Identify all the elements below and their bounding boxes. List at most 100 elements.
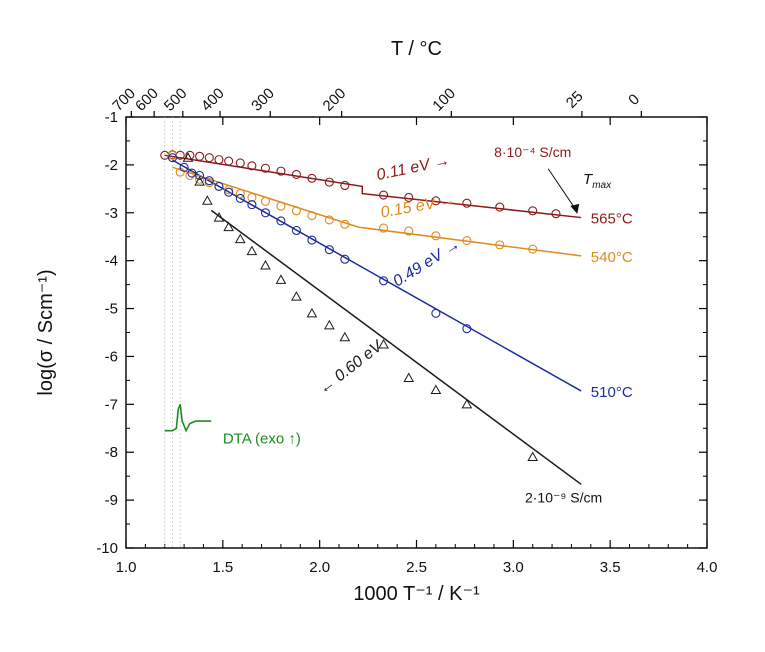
data-point — [431, 308, 441, 318]
data-point — [379, 223, 389, 233]
series-fit-line — [210, 209, 582, 485]
data-point — [195, 174, 205, 184]
data-point — [430, 384, 442, 394]
data-point — [324, 215, 334, 225]
data-point — [195, 151, 205, 161]
data-point — [247, 161, 257, 171]
data-point — [224, 187, 234, 197]
data-point — [247, 200, 257, 210]
data-point — [234, 233, 246, 244]
annot-arrow-line — [547, 168, 578, 213]
data-point — [276, 201, 286, 211]
data-point — [235, 158, 245, 168]
data-point — [551, 209, 561, 219]
data-point — [431, 231, 441, 241]
top-axis-title: T / °C — [391, 38, 442, 60]
x-axis-title: 1000 T⁻¹ / K⁻¹ — [353, 583, 480, 605]
top-tick-label: 200 — [320, 85, 350, 115]
tmax-sub: max — [592, 180, 612, 191]
data-point — [185, 150, 195, 160]
data-point — [324, 245, 334, 255]
data-point — [307, 235, 317, 245]
data-point — [195, 170, 205, 180]
data-point — [527, 451, 539, 462]
data-point — [194, 176, 205, 186]
data-point — [291, 206, 301, 216]
data-point — [462, 198, 472, 208]
y-tick-label: -1 — [105, 109, 118, 126]
tmax-label: Tmax — [583, 171, 612, 191]
annot-arrow-head — [570, 203, 580, 214]
data-point — [276, 216, 286, 226]
data-point — [276, 166, 286, 176]
data-point — [528, 244, 538, 254]
data-point — [213, 212, 225, 222]
data-point — [403, 372, 415, 382]
data-point — [260, 196, 270, 206]
data-point — [260, 163, 270, 173]
top-tick-label: 25 — [563, 88, 587, 112]
data-point — [324, 177, 334, 187]
y-tick-label: -6 — [105, 348, 118, 365]
top-tick-label: 0 — [625, 91, 643, 109]
data-point — [339, 331, 351, 342]
data-point — [204, 153, 214, 163]
y-tick-label: -3 — [105, 205, 118, 222]
x-tick-label: 3.5 — [600, 559, 621, 576]
data-point — [260, 208, 270, 218]
data-point — [260, 259, 271, 270]
data-point — [235, 193, 245, 203]
y-tick-label: -9 — [105, 492, 118, 509]
data-point — [340, 219, 350, 229]
top-tick-label: 400 — [198, 85, 228, 115]
data-point — [223, 221, 234, 232]
data-point — [247, 192, 257, 203]
data-point — [404, 192, 414, 203]
data-point — [167, 150, 178, 160]
annot-low-conductivity: 2·10⁻⁹ S/cm — [525, 490, 602, 506]
top-tick-label: 500 — [161, 85, 191, 115]
top-tick-label: 600 — [132, 85, 162, 115]
top-tick-label: 300 — [248, 85, 278, 115]
data-point — [495, 240, 505, 250]
data-point — [179, 162, 189, 172]
y-tick-label: -7 — [105, 396, 118, 413]
x-tick-label: 1.5 — [212, 559, 233, 576]
tmax-value: 540°C — [591, 249, 633, 266]
activation-energy-label: ← 0.60 eV — [316, 337, 387, 398]
data-point — [379, 276, 389, 286]
dta-trace — [164, 404, 212, 433]
data-point — [214, 181, 224, 191]
data-point — [340, 254, 350, 264]
top-tick-label: 100 — [429, 85, 459, 115]
y-tick-label: -8 — [105, 444, 118, 461]
data-point — [307, 211, 317, 221]
data-point — [462, 324, 472, 334]
tmax-value: 510°C — [591, 384, 633, 401]
activation-energy-label: 0.49 eV → — [390, 236, 463, 290]
annot-high-conductivity: 8·10⁻⁴ S/cm — [494, 144, 571, 160]
series-fit-line — [164, 154, 582, 219]
y-tick-label: -4 — [105, 253, 118, 270]
data-point — [462, 236, 472, 246]
data-point — [204, 176, 214, 186]
data-point — [306, 307, 318, 318]
y-axis-title: log(σ / Scm⁻¹) — [35, 269, 57, 395]
x-tick-label: 1.0 — [116, 559, 137, 576]
x-tick-label: 3.0 — [503, 559, 524, 576]
data-point — [323, 319, 335, 330]
data-point — [185, 170, 195, 180]
data-point — [378, 338, 389, 349]
tmax-value: 565°C — [591, 211, 633, 228]
y-tick-label: -5 — [105, 301, 118, 318]
data-point — [461, 398, 473, 409]
data-point — [182, 152, 194, 162]
dta-label: DTA (exo ↑) — [223, 431, 301, 448]
data-point — [528, 206, 538, 216]
y-tick-label: -10 — [96, 540, 118, 557]
data-point — [431, 196, 441, 206]
x-tick-label: 4.0 — [697, 559, 718, 576]
data-point — [291, 169, 301, 180]
y-tick-label: -2 — [105, 157, 118, 174]
